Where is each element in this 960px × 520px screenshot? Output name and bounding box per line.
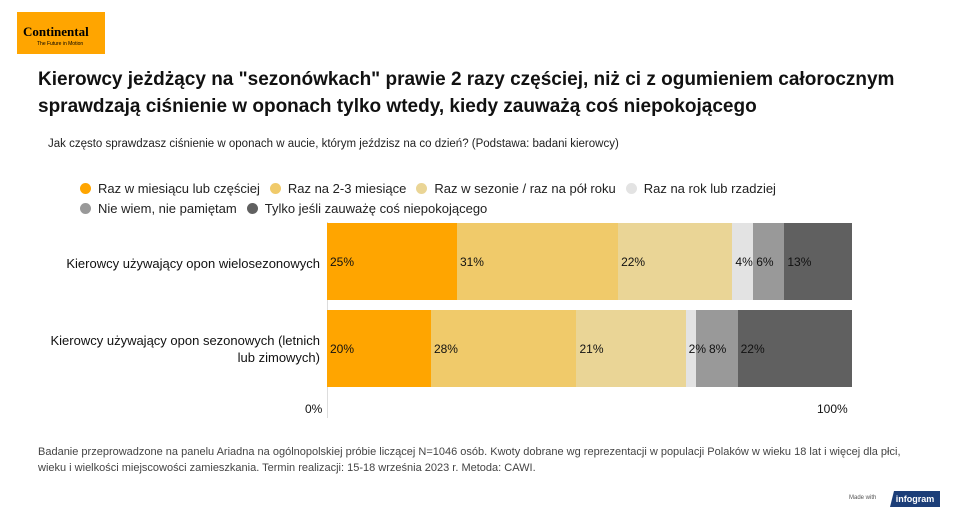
data-label: 25% — [330, 254, 355, 269]
made-with-label: Made with — [849, 495, 877, 501]
row-label-1: Kierowcy używający opon sezonowych (letn… — [50, 333, 320, 365]
bar-segment: 13% — [784, 223, 852, 300]
data-label: 22% — [740, 341, 765, 356]
bar-row-0: 25% 31% 22% 4% 6% 13% — [327, 223, 852, 300]
infogram-link[interactable]: infogram — [890, 491, 940, 507]
legend-item[interactable]: Raz na rok lub rzadziej — [625, 180, 776, 196]
logo-tagline: The Future in Motion — [37, 41, 84, 47]
legend-dot-icon — [246, 202, 258, 214]
legend-item[interactable]: Nie wiem, nie pamiętam — [80, 200, 237, 216]
continental-logo: Continental The Future in Motion — [17, 12, 105, 54]
bar-segment: 28% — [430, 310, 577, 387]
bar-segment: 22% — [618, 223, 733, 300]
x-tick-0: 0% — [305, 402, 323, 416]
bar-segment: 4% — [732, 223, 754, 300]
legend-item[interactable]: Raz na 2-3 miesiące — [269, 180, 407, 196]
legend-label: Raz na rok lub rzadziej — [643, 180, 776, 196]
bar-segment: 31% — [456, 223, 619, 300]
data-label: 20% — [330, 341, 355, 356]
legend-item[interactable]: Raz w miesiącu lub częściej — [80, 180, 260, 196]
page-title: Kierowcy jeżdżący na "sezonówkach" prawi… — [38, 69, 895, 117]
chart-legend: Raz w miesiącu lub częściej Raz na 2-3 mi… — [80, 180, 880, 220]
logo-brand: Continental — [23, 24, 89, 39]
x-tick-100: 100% — [817, 402, 848, 416]
bar-row-1: 20% 28% 21% 2% 8% 22% — [327, 310, 852, 387]
legend-label: Tylko jeśli zauważę coś niepokojącego — [264, 200, 488, 216]
legend-label: Raz w miesiącu lub częściej — [98, 180, 260, 196]
footnote: Badanie przeprowadzone na panelu Ariadna… — [38, 446, 901, 474]
data-label: 6% — [756, 254, 774, 269]
legend-dot-icon — [625, 182, 637, 194]
row-label-0: Kierowcy używający opon wielosezonowych — [66, 256, 320, 271]
data-label: 13% — [787, 254, 812, 269]
bar-segment: 6% — [753, 223, 785, 300]
data-label: 31% — [459, 254, 484, 269]
data-label: 2% — [688, 341, 706, 356]
legend-label: Raz na 2-3 miesiące — [287, 180, 407, 196]
legend-dot-icon — [80, 202, 91, 214]
data-label: 8% — [708, 341, 727, 356]
legend-item[interactable]: Tylko jeśli zauważę coś niepokojącego — [246, 200, 488, 216]
bar-segment: 2% — [685, 310, 706, 387]
chart-subtitle: Jak często sprawdzasz ciśnienie w oponac… — [48, 138, 619, 150]
bar-segment: 20% — [327, 310, 431, 387]
data-label: 22% — [621, 254, 646, 269]
data-label: 28% — [433, 341, 458, 356]
legend-dot-icon — [269, 182, 281, 194]
data-label: 21% — [579, 341, 604, 356]
legend-dot-icon — [80, 182, 91, 194]
bar-segment: 8% — [696, 310, 738, 387]
legend-item[interactable]: Raz w sezonie / raz na pół roku — [416, 180, 616, 196]
bar-segment: 25% — [327, 223, 457, 300]
bar-segment: 22% — [737, 310, 852, 387]
legend-label: Raz w sezonie / raz na pół roku — [434, 180, 616, 196]
bar-segment: 21% — [576, 310, 686, 387]
legend-label: Nie wiem, nie pamiętam — [98, 200, 237, 216]
data-label: 4% — [735, 254, 753, 269]
legend-dot-icon — [416, 182, 428, 194]
